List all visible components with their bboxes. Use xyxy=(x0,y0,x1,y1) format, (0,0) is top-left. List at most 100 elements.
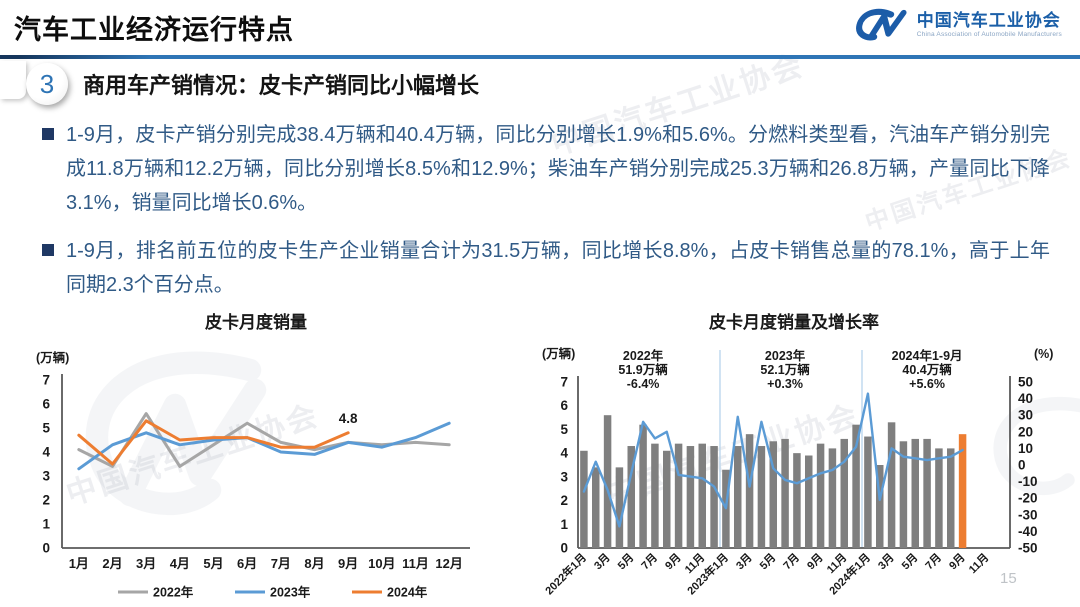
svg-text:51.9万辆: 51.9万辆 xyxy=(618,362,668,377)
bullet-text: 1-9月，皮卡产销分别完成38.4万辆和40.4万辆，同比分别增长1.9%和5.… xyxy=(66,124,1050,214)
svg-text:5: 5 xyxy=(560,422,568,437)
svg-text:0: 0 xyxy=(1018,458,1026,473)
svg-text:40: 40 xyxy=(1018,391,1033,406)
svg-text:1月: 1月 xyxy=(69,556,89,571)
svg-text:12月: 12月 xyxy=(435,556,462,571)
svg-text:2023年: 2023年 xyxy=(270,585,311,600)
page-number: 15 xyxy=(1000,570,1017,587)
bar xyxy=(876,465,884,548)
line-series-group xyxy=(77,412,451,471)
svg-text:4: 4 xyxy=(560,446,568,461)
svg-text:6月: 6月 xyxy=(237,556,257,571)
svg-text:3: 3 xyxy=(42,469,50,484)
svg-text:1: 1 xyxy=(42,517,50,532)
bullet-square-icon xyxy=(42,128,54,140)
bar xyxy=(710,446,718,548)
bar xyxy=(734,446,742,548)
bar xyxy=(698,443,706,548)
svg-text:9月: 9月 xyxy=(946,551,967,572)
section-number-badge: 3 xyxy=(26,63,68,105)
bar xyxy=(615,467,624,548)
pickup-sales-and-growth-combo-chart: 皮卡月度销量及增长率(万辆) (%)7654321050403020100-10-… xyxy=(542,312,1054,597)
svg-text:2月: 2月 xyxy=(102,556,122,571)
svg-text:11月: 11月 xyxy=(402,556,429,571)
bar xyxy=(580,450,588,548)
bullet-square-icon xyxy=(42,244,54,256)
bar xyxy=(947,448,955,548)
svg-text:2: 2 xyxy=(560,493,568,508)
svg-text:4月: 4月 xyxy=(170,556,190,571)
title-divider xyxy=(0,55,1080,59)
svg-text:3: 3 xyxy=(560,469,568,484)
bar xyxy=(793,453,801,548)
bar xyxy=(745,434,754,548)
cam-logo-icon xyxy=(855,8,907,41)
svg-text:11月: 11月 xyxy=(966,551,991,576)
bar xyxy=(686,446,695,548)
svg-text:0: 0 xyxy=(42,541,50,556)
svg-text:6: 6 xyxy=(560,398,568,413)
pickup-monthly-sales-line-chart: 皮卡月度销量 (万辆) 7 6 5 4 3 2 1 0 1月 2月 3月 4月 5月 6月 7月 8月 9月 10月 1… xyxy=(36,312,470,600)
bar xyxy=(769,441,777,548)
bar xyxy=(781,438,789,548)
bar xyxy=(935,448,943,548)
svg-text:20: 20 xyxy=(1018,424,1033,439)
page-title: 汽车工业经济运行特点 xyxy=(14,15,294,45)
bar xyxy=(805,455,813,548)
svg-text:5月: 5月 xyxy=(615,551,636,572)
svg-text:6: 6 xyxy=(42,397,50,412)
svg-text:2022年1月: 2022年1月 xyxy=(542,550,589,597)
svg-text:52.1万辆: 52.1万辆 xyxy=(760,362,810,377)
bars-group xyxy=(580,415,967,548)
svg-text:2022年: 2022年 xyxy=(153,585,194,600)
svg-text:(万辆): (万辆) xyxy=(36,350,69,365)
organization-logo: 中国汽车工业协会 China Association of Automobile… xyxy=(854,6,1062,44)
svg-text:5月: 5月 xyxy=(757,551,778,572)
svg-text:皮卡月度销量及增长率: 皮卡月度销量及增长率 xyxy=(709,312,879,332)
svg-text:8月: 8月 xyxy=(304,556,324,571)
section-heading: 商用车产销情况：皮卡产销同比小幅增长 xyxy=(83,73,480,98)
svg-text:4: 4 xyxy=(42,445,50,460)
svg-text:7月: 7月 xyxy=(923,551,944,572)
bar xyxy=(674,443,683,548)
bar xyxy=(592,467,600,548)
bar xyxy=(887,422,896,548)
svg-text:-20: -20 xyxy=(1018,491,1038,506)
bar xyxy=(603,415,612,548)
bar xyxy=(852,424,860,548)
svg-text:3月: 3月 xyxy=(875,551,896,572)
svg-text:-50: -50 xyxy=(1018,541,1038,556)
bar xyxy=(923,438,931,548)
svg-text:7月: 7月 xyxy=(271,556,291,571)
series-2024年 xyxy=(77,419,350,466)
corner-tab-decoration xyxy=(0,61,26,99)
svg-text:5: 5 xyxy=(42,421,50,436)
bar xyxy=(816,443,825,548)
svg-text:9月: 9月 xyxy=(338,556,358,571)
svg-text:-6.4%: -6.4% xyxy=(627,377,660,391)
svg-text:+5.6%: +5.6% xyxy=(909,377,945,391)
svg-text:5月: 5月 xyxy=(899,551,920,572)
logo-org-name-en: China Association of Automobile Manufact… xyxy=(916,31,1062,39)
svg-text:(%): (%) xyxy=(1034,347,1053,361)
bar xyxy=(911,438,919,548)
svg-text:0: 0 xyxy=(560,541,568,556)
series-2022年 xyxy=(77,412,451,468)
bullet-item: 1-9月，皮卡产销分别完成38.4万辆和40.4万辆，同比分别增长1.9%和5.… xyxy=(40,118,1050,220)
svg-text:7: 7 xyxy=(560,375,568,390)
svg-text:2024年: 2024年 xyxy=(387,585,428,600)
svg-text:10: 10 xyxy=(1018,441,1033,456)
bar xyxy=(651,443,659,548)
svg-text:4.8: 4.8 xyxy=(339,411,358,426)
svg-text:1: 1 xyxy=(560,517,568,532)
svg-text:9月: 9月 xyxy=(662,551,683,572)
bar-sep-2024-highlight xyxy=(958,434,967,548)
logo-org-name-cn: 中国汽车工业协会 xyxy=(916,11,1061,31)
bar xyxy=(864,436,872,548)
svg-text:3月: 3月 xyxy=(733,551,754,572)
svg-text:10月: 10月 xyxy=(368,556,395,571)
svg-text:7: 7 xyxy=(42,373,50,388)
svg-text:7月: 7月 xyxy=(781,551,802,572)
svg-text:9月: 9月 xyxy=(804,551,825,572)
bar xyxy=(828,448,837,548)
